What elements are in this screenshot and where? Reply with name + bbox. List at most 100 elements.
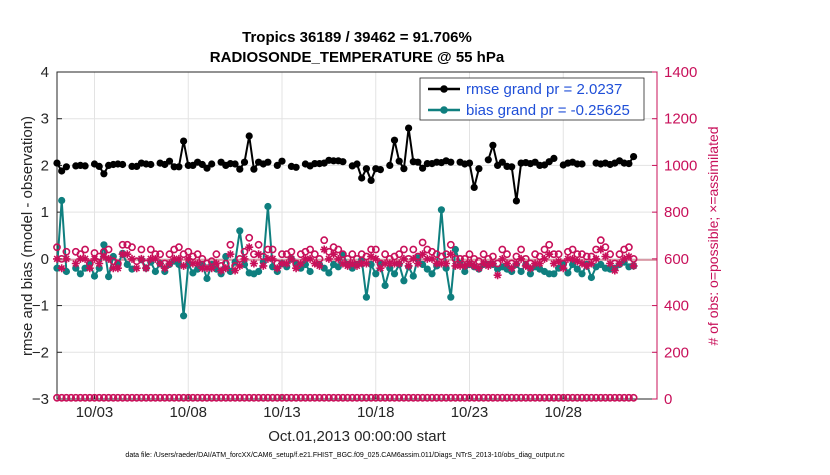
obs-possible-marker [128, 243, 136, 252]
obs-possible-marker [437, 393, 446, 402]
obs-possible-marker [338, 393, 347, 402]
obs-assimilated-marker [413, 259, 422, 268]
data-point [62, 267, 70, 276]
obs-possible-marker [306, 245, 314, 254]
obs-possible-marker [53, 393, 61, 402]
obs-assimilated-marker [578, 259, 586, 268]
data-point [165, 157, 174, 165]
obs-possible-marker [217, 393, 225, 402]
obs-possible-marker [488, 393, 497, 402]
obs-possible-marker [596, 236, 605, 245]
obs-assimilated-marker [263, 254, 272, 263]
obs-assimilated-marker [409, 254, 418, 263]
data-point [180, 137, 188, 145]
obs-possible-marker [526, 393, 535, 402]
obs-possible-marker [545, 393, 554, 402]
obs-possible-marker [554, 393, 563, 402]
obs-possible-marker [357, 393, 366, 402]
obs-possible-marker [76, 393, 85, 402]
obs-possible-marker [81, 393, 89, 402]
obs-possible-marker [146, 393, 155, 402]
data-point [573, 265, 581, 273]
data-point [517, 267, 525, 276]
obs-possible-marker [578, 393, 586, 402]
obs-assimilated-marker [432, 259, 441, 268]
obs-assimilated-marker [240, 254, 249, 263]
obs-possible-marker [334, 245, 343, 254]
obs-assimilated-marker [217, 266, 226, 275]
data-point [625, 160, 633, 168]
right-tick-label: 400 [664, 298, 689, 315]
right-tick-label: 0 [664, 391, 672, 408]
obs-possible-marker [95, 393, 104, 402]
obs-assimilated-marker [615, 259, 624, 268]
obs-assimilated-marker [624, 252, 633, 261]
obs-assimilated-marker [428, 254, 436, 263]
data-point [414, 158, 422, 166]
data-point [376, 166, 384, 174]
obs-possible-marker [104, 245, 113, 254]
data-point [372, 270, 380, 278]
obs-possible-marker [249, 393, 258, 402]
data-point [437, 206, 445, 214]
obs-assimilated-marker [446, 250, 455, 259]
obs-possible-marker [132, 393, 141, 402]
obs-possible-marker [156, 393, 164, 402]
obs-assimilated-marker [404, 261, 413, 270]
data-point [564, 269, 572, 277]
data-point [470, 183, 478, 191]
obs-assimilated-marker [362, 259, 371, 268]
obs-possible-marker [465, 393, 474, 402]
data-point [255, 267, 263, 276]
obs-possible-marker [376, 393, 385, 402]
data-point [100, 170, 108, 178]
obs-assimilated-marker [310, 259, 319, 268]
obs-possible-marker [193, 393, 202, 402]
data-point [405, 124, 413, 132]
obs-assimilated-marker [334, 254, 343, 263]
obs-possible-marker [254, 393, 263, 402]
obs-possible-marker [146, 245, 155, 254]
data-point [339, 158, 347, 166]
obs-possible-marker [268, 393, 277, 402]
data-point [587, 273, 596, 282]
plot-frame [56, 71, 658, 400]
left-tick-label: 2 [41, 157, 49, 174]
right-tick-label: 1400 [664, 64, 697, 81]
obs-assimilated-marker [601, 252, 610, 261]
obs-assimilated-marker [456, 261, 465, 270]
obs-assimilated-marker [212, 259, 221, 268]
obs-possible-marker [71, 393, 80, 402]
obs-assimilated-marker [381, 259, 390, 268]
obs-possible-marker [362, 393, 371, 402]
obs-possible-marker [371, 393, 380, 402]
obs-possible-marker [334, 393, 343, 402]
obs-assimilated-marker [582, 261, 591, 270]
obs-possible-marker [306, 393, 314, 402]
obs-assimilated-marker [367, 252, 376, 261]
obs-assimilated-marker [137, 254, 146, 263]
obs-possible-marker [193, 250, 202, 259]
obs-assimilated-marker [118, 250, 127, 259]
obs-assimilated-marker [460, 261, 469, 270]
obs-possible-marker [268, 245, 277, 254]
obs-possible-marker [399, 245, 408, 254]
left-tick-label: −2 [32, 344, 49, 361]
data-point [578, 270, 586, 278]
data-point [390, 136, 399, 144]
obs-possible-marker [109, 393, 118, 402]
obs-assimilated-marker [545, 250, 554, 259]
obs-assimilated-marker [165, 259, 174, 268]
obs-possible-marker [385, 393, 394, 402]
obs-possible-marker [324, 393, 333, 402]
obs-possible-marker [245, 393, 254, 402]
obs-possible-marker [259, 393, 268, 402]
data-point [123, 260, 131, 269]
x-tick-label: 10/03 [76, 404, 114, 421]
obs-possible-marker [320, 236, 329, 245]
data-point [423, 265, 431, 273]
data-point [461, 267, 469, 276]
obs-possible-marker [212, 393, 221, 402]
legend-box [419, 77, 645, 121]
